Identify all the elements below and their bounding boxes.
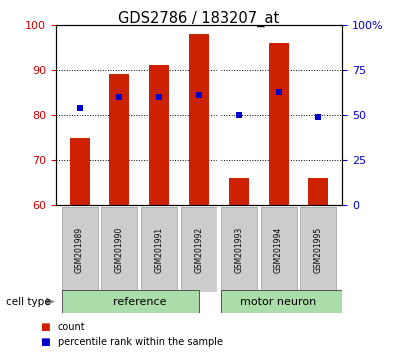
- Text: reference: reference: [113, 297, 166, 307]
- Text: GSM201991: GSM201991: [155, 227, 164, 273]
- FancyBboxPatch shape: [261, 207, 297, 292]
- Bar: [149, 65, 169, 205]
- Text: ■: ■: [40, 322, 49, 332]
- Text: GSM201990: GSM201990: [115, 227, 124, 273]
- Text: GSM201993: GSM201993: [234, 227, 243, 273]
- Text: motor neuron: motor neuron: [240, 297, 317, 307]
- Polygon shape: [46, 297, 55, 306]
- Bar: [308, 178, 328, 205]
- Text: GDS2786 / 183207_at: GDS2786 / 183207_at: [118, 11, 280, 27]
- FancyBboxPatch shape: [221, 207, 257, 292]
- FancyBboxPatch shape: [221, 290, 342, 313]
- Text: percentile rank within the sample: percentile rank within the sample: [58, 337, 223, 347]
- Text: GSM201994: GSM201994: [274, 227, 283, 273]
- FancyBboxPatch shape: [141, 207, 177, 292]
- Text: GSM201989: GSM201989: [75, 227, 84, 273]
- Bar: [70, 138, 90, 205]
- FancyBboxPatch shape: [101, 207, 137, 292]
- Bar: [269, 43, 289, 205]
- Bar: [109, 74, 129, 205]
- Bar: [189, 34, 209, 205]
- FancyBboxPatch shape: [62, 207, 98, 292]
- FancyBboxPatch shape: [300, 207, 336, 292]
- Text: cell type: cell type: [6, 297, 51, 307]
- Text: GSM201995: GSM201995: [314, 227, 323, 273]
- FancyBboxPatch shape: [62, 290, 199, 313]
- Text: GSM201992: GSM201992: [195, 227, 203, 273]
- Text: count: count: [58, 322, 85, 332]
- Text: ■: ■: [40, 337, 49, 347]
- FancyBboxPatch shape: [181, 207, 217, 292]
- Bar: [229, 178, 249, 205]
